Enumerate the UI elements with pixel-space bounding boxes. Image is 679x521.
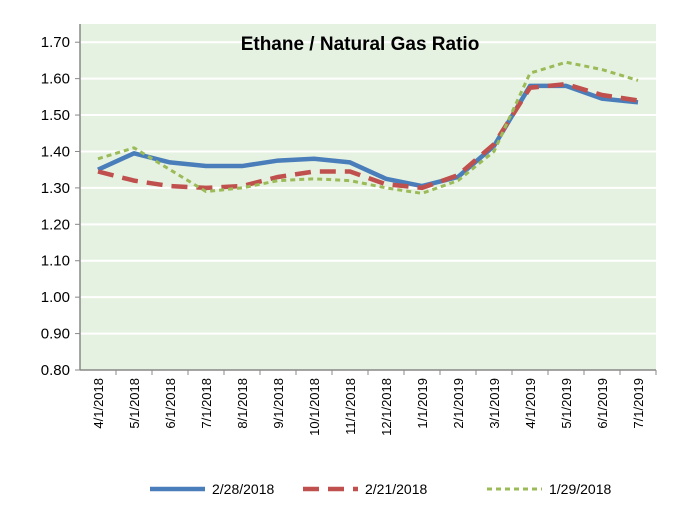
y-tick-label: 0.80 [41, 362, 70, 379]
x-tick-label: 3/1/2019 [487, 378, 502, 429]
y-tick-label: 1.00 [41, 289, 70, 306]
y-tick-label: 1.30 [41, 180, 70, 197]
plot-area [80, 24, 656, 370]
x-tick-label: 6/1/2019 [595, 378, 610, 429]
x-tick-label: 9/1/2018 [271, 378, 286, 429]
chart-title: Ethane / Natural Gas Ratio [241, 34, 480, 55]
legend-label: 1/29/2018 [549, 481, 611, 497]
x-tick-label: 5/1/2018 [127, 378, 142, 429]
y-tick-label: 1.60 [41, 71, 70, 88]
x-tick-label: 11/1/2018 [343, 378, 358, 435]
x-tick-label: 12/1/2018 [379, 378, 394, 436]
x-tick-label: 7/1/2018 [199, 378, 214, 429]
series-line-2/21/2018 [97, 81, 639, 191]
y-tick-label: 1.50 [41, 107, 70, 124]
y-tick-label: 1.10 [41, 253, 70, 270]
y-tick-label: 0.90 [41, 326, 70, 343]
x-tick-label: 8/1/2018 [235, 378, 250, 429]
x-tick-label: 4/1/2018 [91, 378, 106, 429]
legend-label: 2/21/2018 [365, 481, 427, 497]
legend-label: 2/28/2018 [212, 481, 274, 497]
y-tick-label: 1.70 [41, 34, 70, 51]
x-tick-label: 5/1/2019 [559, 378, 574, 429]
x-tick-label: 1/1/2019 [415, 378, 430, 429]
x-tick-label: 6/1/2018 [163, 378, 178, 429]
x-tick-label: 10/1/2018 [307, 378, 322, 436]
x-tick-label: 2/1/2019 [451, 378, 466, 429]
x-tick-label: 4/1/2019 [523, 378, 538, 429]
x-tick-label: 7/1/2019 [631, 378, 646, 429]
y-tick-label: 1.40 [41, 143, 70, 160]
y-tick-label: 1.20 [41, 216, 70, 233]
series-line-1/29/2018 [97, 60, 639, 195]
